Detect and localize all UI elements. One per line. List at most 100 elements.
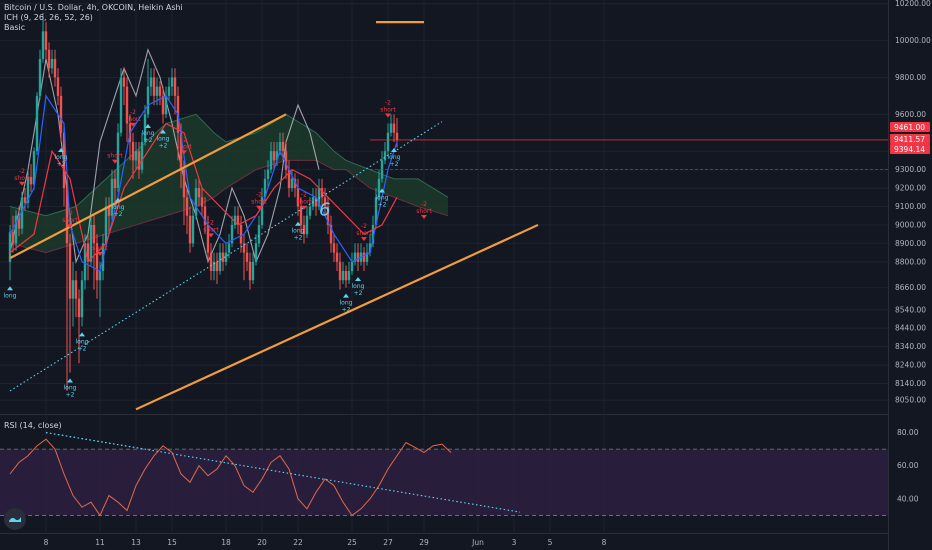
candle-body: [104, 206, 108, 244]
candle-body: [191, 215, 195, 244]
price-tick-label: 8240.00: [895, 361, 926, 370]
price-axis[interactable]: 10200.0010000.009800.009600.009400.00930…: [889, 0, 932, 550]
candle-body: [353, 252, 357, 262]
kijun-line: [9, 122, 398, 264]
short-arrow-icon: [301, 205, 307, 210]
long-sub-label: +2: [159, 143, 168, 150]
candle-body: [305, 215, 309, 235]
time-tick-label: 22: [293, 538, 303, 547]
candle-body: [17, 215, 21, 229]
time-tick-label: 13: [131, 538, 141, 547]
candle-body: [89, 224, 93, 262]
short-sub-label: -2: [385, 100, 391, 107]
candle-body: [152, 77, 156, 96]
candle-body: [395, 132, 399, 140]
candle-body: [197, 188, 201, 198]
candle-body: [20, 197, 24, 229]
time-axis[interactable]: 8 11 13 15 18 20 22 25 27 29 Jun 3 5 8: [44, 538, 607, 547]
short-arrow-icon: [181, 150, 187, 155]
candle-body: [275, 151, 279, 161]
price-tick-label: 9200.00: [895, 184, 926, 193]
short-arrow-icon: [19, 181, 25, 186]
cloud-segment: [136, 123, 166, 225]
candle-body: [59, 95, 63, 133]
rsi-tick-label: 40.00: [897, 494, 919, 503]
candle-body: [158, 86, 162, 96]
candle-body: [299, 206, 303, 225]
cloud-segment: [214, 132, 226, 198]
short-label: short: [296, 199, 312, 206]
long-arrow-icon: [391, 147, 397, 152]
candle-body: [233, 215, 237, 225]
candle-body: [182, 169, 186, 198]
candle-body: [131, 141, 135, 161]
long-arrow-icon: [379, 188, 385, 193]
time-tick-label: 27: [383, 538, 393, 547]
short-arrow-icon: [97, 251, 103, 256]
long-arrow-icon: [295, 221, 301, 226]
long-label: long: [4, 292, 17, 299]
candle-body: [281, 141, 285, 152]
candle-body: [68, 243, 72, 299]
short-label: short: [107, 153, 123, 160]
tradingview-logo-icon[interactable]: [4, 508, 26, 530]
price-tick-label: 8900.00: [895, 239, 926, 248]
short-label: short: [416, 208, 432, 215]
candle-body: [29, 177, 33, 185]
price-tick-label: 8660.00: [895, 283, 926, 292]
cloud-segment: [334, 151, 346, 170]
trend-line: [9, 113, 287, 260]
axis-background: [889, 0, 932, 550]
short-label: short: [176, 143, 192, 150]
candle-body: [218, 252, 222, 272]
short-arrow-icon: [112, 159, 118, 164]
time-tick-label: 11: [95, 538, 105, 547]
long-label: long: [64, 384, 77, 391]
short-sub-label: -2: [301, 192, 307, 199]
candle-body: [350, 261, 354, 272]
candle-body: [212, 261, 216, 272]
candle-body: [329, 224, 333, 244]
short-arrow-icon: [361, 237, 367, 242]
long-arrow-icon: [343, 293, 349, 298]
price-tick-label: 8050.00: [895, 396, 926, 405]
candle-body: [224, 252, 228, 262]
long-arrow-icon: [115, 197, 121, 202]
candle-body: [290, 178, 294, 189]
candle-body: [107, 206, 111, 216]
trend-lines[interactable]: 6: [9, 21, 539, 513]
candle-body: [317, 188, 321, 207]
long-sub-label: +2: [354, 290, 363, 297]
candle-body: [284, 151, 288, 170]
candle-body: [266, 169, 270, 179]
short-label: short: [125, 116, 141, 123]
rsi-title: RSI (14, close): [4, 421, 62, 430]
price-tick-label: 9600.00: [895, 110, 926, 119]
candle-body: [113, 178, 117, 189]
candle-body: [170, 77, 174, 87]
candle-body: [260, 197, 264, 225]
rsi-tick-label: 80.00: [897, 428, 919, 437]
long-sub-label: +2: [57, 161, 66, 168]
candle-body: [134, 151, 138, 161]
price-tick-label: 8440.00: [895, 324, 926, 333]
candle-body: [302, 224, 306, 235]
candle-body: [293, 178, 297, 189]
short-sub-label: -2: [181, 136, 187, 143]
short-arrow-icon: [385, 113, 391, 118]
candle-body: [239, 224, 243, 244]
candle-body: [323, 197, 327, 207]
strategy-signals: longshort-2long+2short-2long+2long+2shor…: [4, 100, 433, 399]
short-label: short: [92, 245, 108, 252]
candle-body: [209, 252, 213, 272]
time-tick-label: Jun: [471, 538, 484, 547]
candle-body: [119, 77, 123, 133]
long-arrow-icon: [7, 286, 13, 291]
indicator-title: ICH (9, 26, 26, 52, 26): [4, 13, 93, 22]
candle-body: [287, 169, 291, 189]
long-label: long: [292, 228, 305, 235]
candle-body: [23, 197, 27, 203]
candle-body: [335, 252, 339, 262]
candle-body: [341, 271, 345, 281]
